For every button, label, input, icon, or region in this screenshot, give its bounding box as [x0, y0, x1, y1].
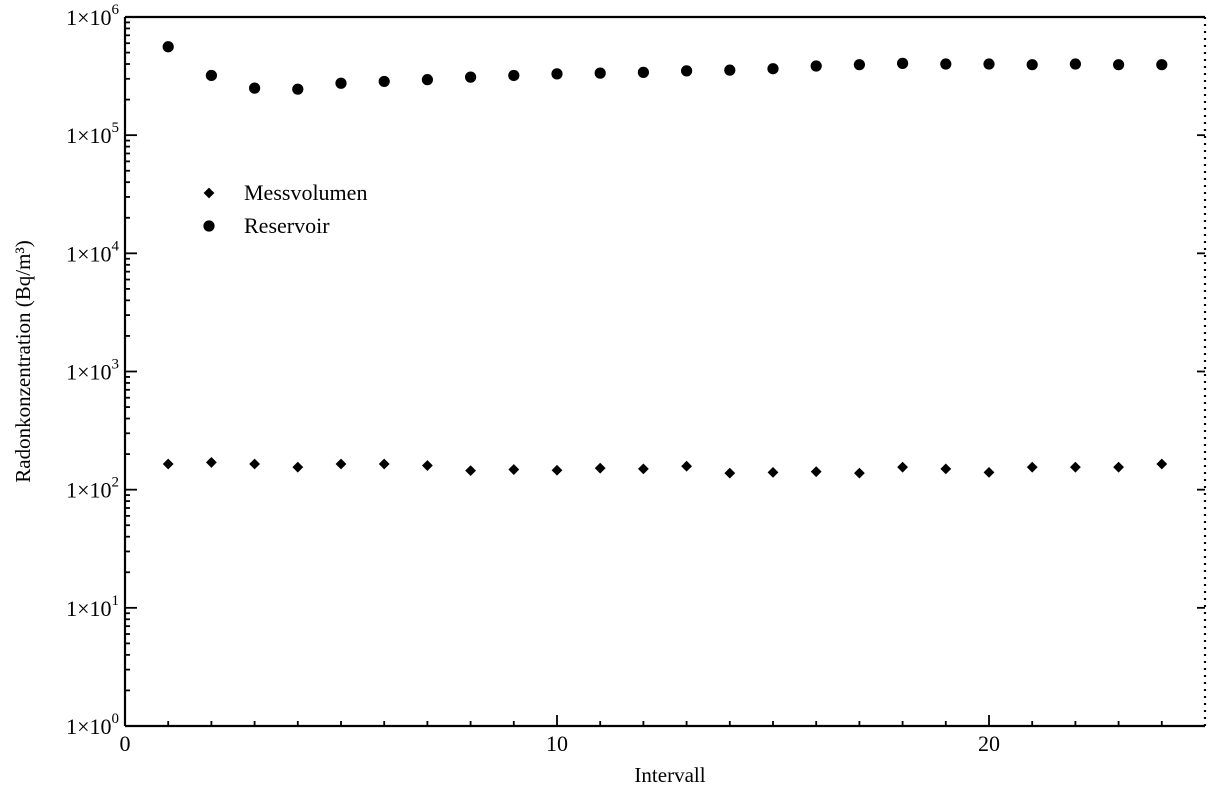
y-tick-mantissa: 1×10 — [66, 478, 111, 503]
legend-marker-messvolumen — [203, 187, 215, 199]
y-tick-exponent: 5 — [112, 120, 120, 136]
reservoir-point — [1026, 59, 1038, 71]
messvolumen-point — [465, 465, 476, 476]
reservoir-point — [810, 60, 822, 72]
y-tick-mantissa: 1×10 — [66, 596, 111, 621]
messvolumen-point — [810, 466, 822, 478]
reservoir-point — [335, 77, 347, 89]
messvolumen-point — [854, 467, 865, 479]
reservoir-point — [1069, 58, 1081, 70]
reservoir-point — [551, 68, 563, 80]
x-tick-label: 20 — [978, 731, 1000, 756]
messvolumen-point — [551, 464, 563, 476]
reservoir-point — [724, 64, 736, 76]
messvolumen-point — [162, 458, 174, 470]
x-tick-label: 10 — [546, 731, 568, 756]
y-tick-exponent: 6 — [112, 2, 120, 18]
y-tick-label: 1×104 — [66, 238, 119, 266]
y-tick-exponent: 1 — [112, 593, 120, 609]
reservoir-point — [465, 71, 477, 83]
messvolumen-point — [249, 458, 260, 470]
legend: Messvolumen Reservoir — [203, 180, 367, 238]
y-tick-exponent: 0 — [112, 711, 120, 727]
messvolumen-point — [335, 458, 347, 470]
y-tick-exponent: 3 — [112, 357, 120, 373]
messvolumen-point — [1113, 461, 1124, 473]
messvolumen-point — [378, 458, 390, 470]
messvolumen-point — [594, 462, 606, 474]
x-axis-title: Intervall — [634, 763, 705, 787]
reservoir-point — [637, 66, 650, 78]
y-tick-exponent: 4 — [112, 238, 120, 254]
reservoir-point — [421, 74, 433, 86]
data-points — [162, 41, 1168, 479]
y-axis-title: Radonkonzentration (Bq/m³) — [11, 240, 35, 483]
messvolumen-point — [638, 463, 649, 475]
legend-label-messvolumen: Messvolumen — [244, 180, 367, 205]
reservoir-point — [681, 65, 693, 77]
y-tick-mantissa: 1×10 — [66, 360, 111, 385]
reservoir-point — [292, 83, 304, 95]
reservoir-point — [1156, 59, 1168, 71]
messvolumen-point — [206, 457, 217, 468]
messvolumen-point — [983, 466, 995, 478]
y-tick-label: 1×102 — [66, 475, 119, 503]
reservoir-point — [853, 59, 866, 71]
messvolumen-point — [1026, 461, 1038, 473]
messvolumen-point — [1070, 461, 1081, 473]
legend-label-reservoir: Reservoir — [244, 213, 330, 238]
y-tick-label: 1×103 — [66, 357, 119, 385]
reservoir-point — [205, 69, 217, 82]
y-tick-label: 1×106 — [66, 2, 119, 30]
y-tick-label: 1×105 — [66, 120, 119, 148]
reservoir-point — [983, 58, 995, 70]
reservoir-point — [162, 41, 174, 53]
reservoir-point — [897, 57, 909, 69]
reservoir-point — [508, 69, 520, 82]
y-tick-mantissa: 1×10 — [66, 241, 111, 266]
y-tick-mantissa: 1×10 — [66, 714, 111, 739]
messvolumen-point — [767, 466, 779, 478]
reservoir-point — [1113, 59, 1125, 71]
x-tick-label: 0 — [120, 731, 131, 756]
messvolumen-point — [897, 461, 908, 473]
messvolumen-point — [292, 461, 304, 473]
y-tick-mantissa: 1×10 — [66, 5, 111, 30]
y-tick-mantissa: 1×10 — [66, 123, 111, 148]
messvolumen-point — [422, 460, 433, 471]
y-tick-label: 1×100 — [66, 711, 119, 739]
reservoir-point — [594, 67, 606, 79]
axes — [123, 15, 1207, 728]
reservoir-point — [249, 82, 261, 94]
legend-marker-reservoir — [203, 220, 215, 232]
reservoir-point — [378, 75, 390, 88]
y-tick-exponent: 2 — [112, 475, 120, 491]
messvolumen-point — [940, 463, 952, 475]
reservoir-point — [940, 58, 952, 70]
messvolumen-point — [681, 460, 692, 472]
messvolumen-point — [724, 467, 736, 479]
messvolumen-point — [1156, 458, 1168, 470]
y-tick-label: 1×101 — [66, 593, 119, 621]
reservoir-point — [767, 63, 779, 75]
messvolumen-point — [508, 464, 520, 475]
